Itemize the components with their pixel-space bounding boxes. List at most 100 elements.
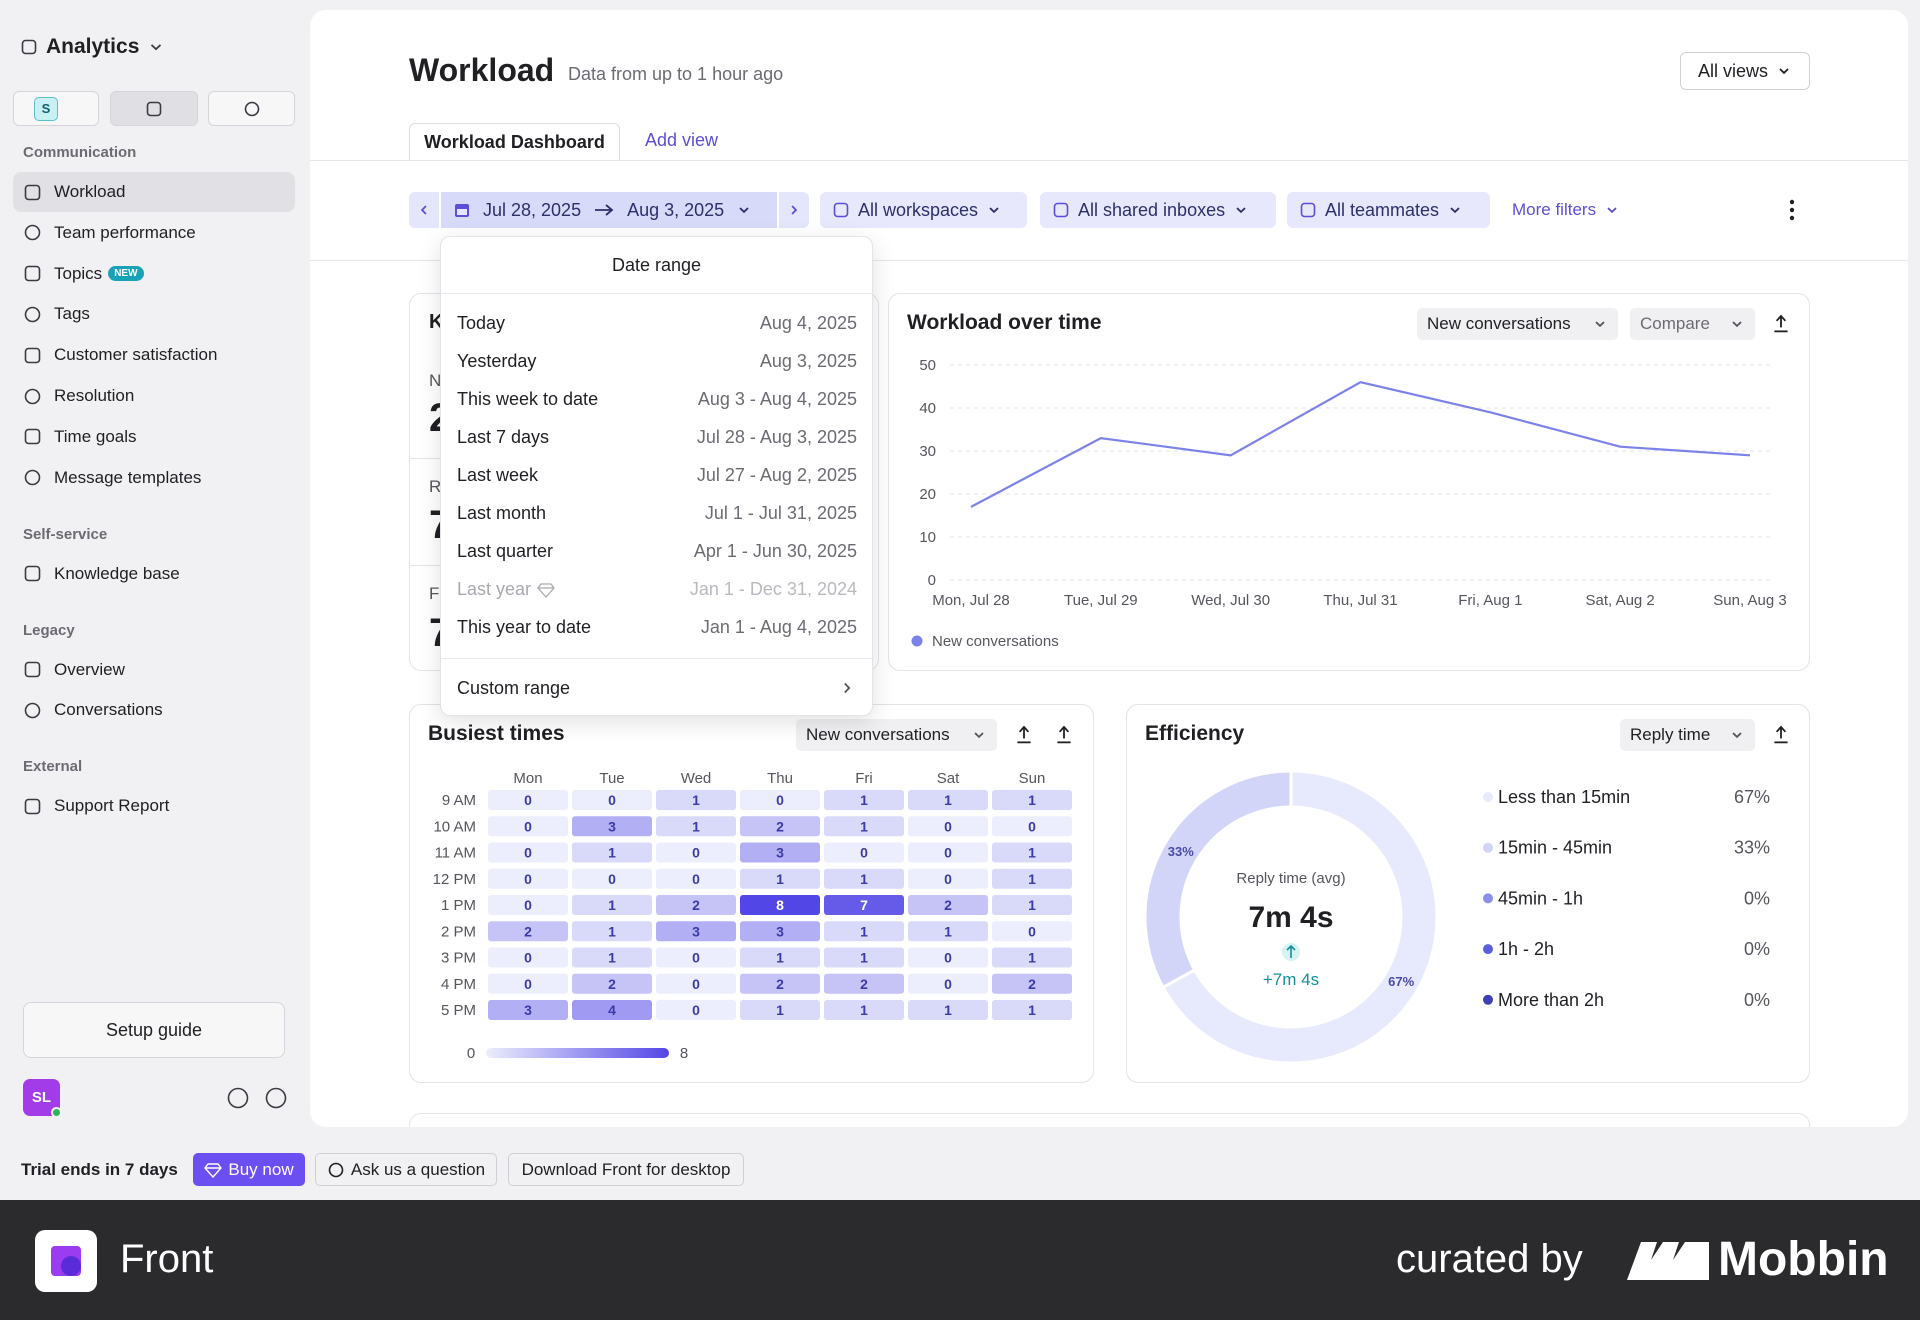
menu-option[interactable]: This year to date Jan 1 - Aug 4, 2025: [441, 611, 872, 645]
filter-teammates[interactable]: All teammates: [1287, 192, 1490, 228]
heat-cell: [992, 816, 1072, 837]
nav-item[interactable]: Knowledge base: [13, 554, 295, 594]
diamond-icon: [204, 1162, 223, 1178]
expand-button[interactable]: [1053, 723, 1075, 750]
heat-cell: [572, 842, 652, 863]
date-next[interactable]: [779, 192, 809, 228]
heat-cell: [656, 790, 736, 810]
heat-cell: [908, 842, 988, 863]
chevron: [791, 205, 798, 215]
menu-option[interactable]: This week to date Aug 3 - Aug 4, 2025: [441, 382, 872, 416]
option-label-wrap: Last week: [457, 465, 538, 486]
column-label: Sun: [1019, 770, 1046, 787]
scope-toggle[interactable]: [208, 91, 295, 126]
dot: [1789, 215, 1795, 221]
cell-label: 1: [944, 792, 952, 808]
option-label: Last week: [457, 464, 539, 485]
option-label: Today: [457, 312, 506, 333]
date-prev[interactable]: [409, 192, 439, 228]
cell-label: 2: [608, 976, 616, 992]
more-filters[interactable]: More filters: [1512, 192, 1620, 228]
heat-cell: [656, 895, 736, 915]
menu-option[interactable]: Last 7 days Jul 28 - Aug 3, 2025: [441, 420, 872, 454]
glyph: [833, 202, 849, 218]
filter-inboxes[interactable]: All shared inboxes: [1040, 192, 1276, 228]
chart-control[interactable]: Reply time: [1620, 719, 1755, 751]
date-range-button[interactable]: Jul 28, 2025 Aug 3, 2025: [441, 192, 777, 228]
nav-item[interactable]: Tags: [13, 294, 295, 334]
kpi-text: F: [429, 583, 440, 603]
export-button[interactable]: [1770, 312, 1792, 339]
nav-item[interactable]: Support Report: [13, 786, 295, 826]
buy-now-button[interactable]: Buy now: [193, 1153, 305, 1186]
menu-option[interactable]: Yesterday Aug 3, 2025: [441, 344, 872, 378]
nav-label: Tags: [54, 304, 90, 324]
nav-item[interactable]: Overview: [13, 650, 295, 690]
filter-workspaces[interactable]: All workspaces: [820, 192, 1027, 228]
setup-guide-button[interactable]: Setup guide: [23, 1002, 285, 1058]
tab-add[interactable]: Add view: [645, 130, 719, 150]
cell-label: 3: [776, 845, 784, 861]
settings-icon[interactable]: [264, 1086, 288, 1115]
download-button[interactable]: Download Front for desktop: [508, 1153, 744, 1186]
cell-label: 1: [608, 897, 616, 913]
nav-item[interactable]: Team performance: [13, 213, 295, 253]
nav-item[interactable]: Time goals: [13, 417, 295, 457]
heat-cell: [656, 842, 736, 863]
app-switcher[interactable]: Analytics: [20, 32, 165, 62]
scope-toggle[interactable]: [110, 91, 198, 126]
glyph: [24, 388, 41, 404]
arrow-icon: [595, 204, 614, 216]
nav-item[interactable]: Topics NEW: [13, 254, 295, 294]
chevron: [1779, 68, 1789, 75]
chart-control[interactable]: New conversations: [1417, 308, 1618, 340]
box-icon: [1300, 202, 1316, 218]
export-button[interactable]: [1770, 723, 1792, 750]
views-dropdown[interactable]: All views: [1680, 52, 1810, 90]
menu-option[interactable]: Last week Jul 27 - Aug 2, 2025: [441, 458, 872, 492]
tab-active[interactable]: Workload Dashboard: [409, 123, 620, 161]
cell-label: 2: [1028, 976, 1036, 992]
help-icon[interactable]: [226, 1086, 250, 1115]
legend-label: New conversations: [932, 633, 1059, 650]
y-tick-label: 40: [919, 400, 936, 417]
nav-item[interactable]: Conversations: [13, 690, 295, 730]
section-heading: Communication: [23, 144, 137, 161]
dot-icon: [244, 101, 259, 116]
column-label: Thu: [767, 770, 793, 787]
menu-option[interactable]: Last quarter Apr 1 - Jun 30, 2025: [441, 535, 872, 569]
date-from: Jul 28, 2025: [483, 199, 582, 220]
menu-option[interactable]: Today Aug 4, 2025: [441, 306, 872, 340]
arrow: [1058, 725, 1070, 733]
cell-label: 2: [776, 818, 784, 834]
heat-cell: [992, 947, 1072, 968]
ask-button[interactable]: Ask us a question: [315, 1153, 497, 1186]
custom-range[interactable]: Custom range: [441, 671, 872, 705]
glyph: [457, 209, 467, 215]
nav-item[interactable]: Workload: [13, 172, 295, 212]
glyph: [24, 428, 41, 445]
nav-item[interactable]: Message templates: [13, 458, 295, 498]
export-button[interactable]: [1013, 723, 1035, 750]
cell-label: 1: [1028, 950, 1036, 966]
option-range: Aug 4, 2025: [759, 312, 857, 333]
cell-label: 1: [776, 1002, 784, 1018]
menu-option[interactable]: Last month Jul 1 - Jul 31, 2025: [441, 497, 872, 531]
cell-label: 3: [608, 818, 616, 834]
menu-option[interactable]: Last year Jan 1 - Dec 31, 2024: [441, 573, 872, 607]
mobbin-logo: [1627, 1242, 1709, 1280]
option-label: Last quarter: [457, 541, 554, 562]
heat-cell: [488, 921, 568, 942]
nav-item[interactable]: Resolution: [13, 376, 295, 416]
workspace-badge: S: [34, 96, 58, 121]
scope-toggle[interactable]: S: [13, 91, 99, 126]
cell-label: 1: [776, 950, 784, 966]
brand-mobbin: Mobbin: [1718, 1233, 1889, 1286]
nav-item[interactable]: Customer satisfaction: [13, 335, 295, 375]
chart-control[interactable]: New conversations: [796, 719, 997, 751]
legend-label: 45min - 1h: [1498, 888, 1583, 908]
chart-control[interactable]: Compare: [1630, 308, 1755, 340]
line-series: [970, 381, 1751, 508]
option-range: Jan 1 - Dec 31, 2024: [689, 579, 857, 600]
heat-cell: [488, 1000, 568, 1020]
